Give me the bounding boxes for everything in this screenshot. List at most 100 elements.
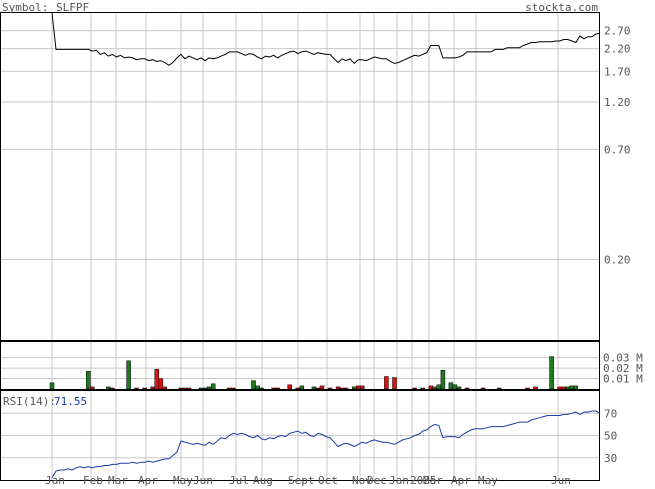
month-tick-label: Jun <box>551 474 571 486</box>
volume-bar <box>90 386 95 390</box>
rsi-tick-label: 70 <box>604 407 617 420</box>
month-tick-label: Apr <box>451 474 471 486</box>
volume-bar <box>412 387 417 390</box>
volume-bar <box>210 383 216 390</box>
volume-bar <box>275 387 280 390</box>
volume-bar <box>259 387 264 390</box>
volume-bar <box>158 378 164 390</box>
month-tick-label: Jul <box>229 474 249 486</box>
volume-bar <box>428 385 434 390</box>
month-tick-label: Mar <box>108 474 128 486</box>
volume-bar <box>134 387 139 390</box>
volume-bar <box>86 370 91 390</box>
volume-bar <box>142 387 147 390</box>
rsi-panel-frame <box>0 390 600 481</box>
volume-bar <box>533 386 538 390</box>
rsi-value: 71.55 <box>54 395 87 408</box>
volume-bar <box>573 385 579 390</box>
volume-bar <box>456 386 462 390</box>
volume-bar <box>436 384 442 390</box>
volume-bar <box>150 386 155 390</box>
price-tick-label: 2.20 <box>604 43 631 56</box>
volume-bar <box>162 386 168 390</box>
volume-bar <box>154 368 160 390</box>
rsi-line <box>51 410 601 479</box>
volume-panel-frame <box>0 341 600 390</box>
volume-bar <box>355 385 361 390</box>
volume-bar <box>392 377 397 390</box>
month-tick-label: May <box>478 474 498 486</box>
volume-bar <box>311 386 317 390</box>
volume-bar <box>295 387 301 390</box>
volume-bar <box>251 380 256 390</box>
volume-bar <box>565 386 571 390</box>
volume-bar <box>319 385 325 390</box>
volume-bar <box>569 385 575 390</box>
month-tick-label: Mar <box>423 474 443 486</box>
volume-bar <box>343 387 349 390</box>
volume-bar <box>480 387 486 390</box>
price-tick-label: 1.70 <box>604 65 631 78</box>
volume-tick-label: 0.01 M <box>603 373 643 386</box>
volume-bar <box>327 387 333 390</box>
month-tick-label: Feb <box>83 474 103 486</box>
rsi-tick-label: 50 <box>604 430 617 443</box>
volume-bar <box>231 387 236 390</box>
volume-bar <box>448 382 454 390</box>
price-tick-label: 2.70 <box>604 25 631 38</box>
price-tick-label: 0.20 <box>604 253 631 266</box>
month-tick-label: Jan <box>45 474 65 486</box>
volume-bar <box>110 387 115 390</box>
volume-bar <box>464 387 470 390</box>
month-tick-label: Oct <box>318 474 338 486</box>
price-panel-frame <box>0 12 600 341</box>
volume-bar <box>202 387 208 390</box>
month-tick-label: Aug <box>253 474 273 486</box>
volume-bar <box>525 387 530 390</box>
price-line <box>51 12 601 66</box>
volume-bar <box>315 387 321 390</box>
volume-bar <box>549 356 554 390</box>
volume-bar <box>49 382 55 390</box>
rsi-tick-label: 30 <box>604 452 617 465</box>
volume-bar <box>126 360 131 390</box>
site-label: stockta.com <box>525 1 598 14</box>
volume-bar <box>287 384 292 390</box>
month-tick-label: Jan <box>389 474 409 486</box>
symbol-label: Symbol: <box>2 1 48 14</box>
volume-tick-label: 0.03 M <box>603 352 643 365</box>
volume-bar <box>360 385 365 390</box>
volume-bar <box>255 385 260 390</box>
volume-bar <box>271 387 276 390</box>
volume-bar <box>440 369 446 390</box>
volume-bar <box>206 386 212 390</box>
month-tick-label: Nov <box>352 474 372 486</box>
volume-bar <box>339 387 345 390</box>
volume-bar <box>335 386 341 390</box>
volume-bar <box>420 387 425 390</box>
month-tick-label: Apr <box>138 474 158 486</box>
price-tick-label: 1.20 <box>604 96 631 109</box>
volume-bar <box>186 387 192 390</box>
symbol-value: SLFPF <box>56 1 89 14</box>
volume-bar <box>557 386 562 390</box>
month-tick-label: Dec <box>367 474 387 486</box>
volume-tick-label: 0.02 M <box>603 362 643 375</box>
volume-bar <box>182 387 188 390</box>
month-tick-label: Sept <box>288 474 315 486</box>
volume-bar <box>351 386 357 390</box>
rsi-label: RSI(14): <box>3 395 56 408</box>
volume-bar <box>384 376 389 390</box>
volume-bar <box>227 387 232 390</box>
volume-bar <box>432 386 438 390</box>
volume-bar <box>299 385 305 390</box>
month-tick-label: May <box>173 474 193 486</box>
volume-bar <box>106 386 111 390</box>
month-tick-label: Jun <box>193 474 213 486</box>
price-tick-label: 0.70 <box>604 143 631 156</box>
volume-bar <box>497 387 502 390</box>
month-tick-label: 2025 <box>410 474 437 486</box>
volume-bar <box>178 387 184 390</box>
